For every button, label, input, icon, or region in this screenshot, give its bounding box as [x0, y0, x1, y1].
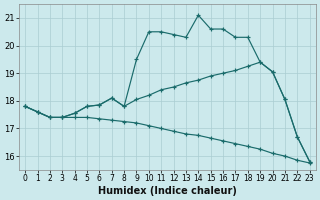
X-axis label: Humidex (Indice chaleur): Humidex (Indice chaleur) [98, 186, 237, 196]
